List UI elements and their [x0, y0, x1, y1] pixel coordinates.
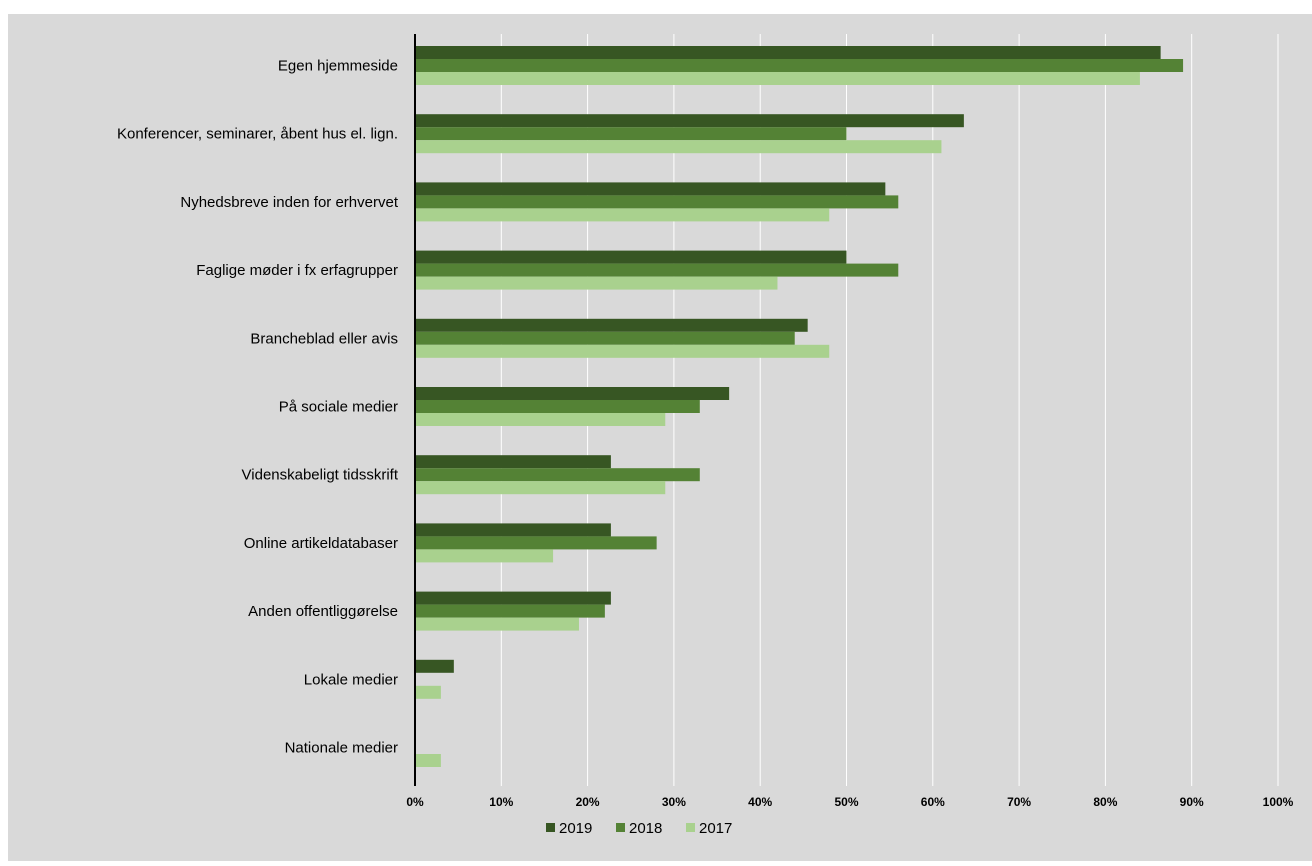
x-tick-label: 100%: [1263, 795, 1294, 809]
bar-2018: [415, 468, 700, 482]
bar-2017: [415, 344, 830, 358]
x-tick-label: 40%: [748, 795, 772, 809]
category-label: Videnskabeligt tidsskrift: [242, 467, 399, 484]
bar-2018: [415, 195, 899, 209]
bars: [415, 46, 1184, 767]
bar-2018: [415, 127, 847, 141]
category-label: På sociale medier: [279, 399, 398, 416]
bar-2018: [415, 400, 700, 413]
bar-2019: [415, 523, 611, 537]
category-label: Egen hjemmeside: [278, 58, 398, 75]
bar-2018: [415, 263, 899, 277]
bar-2019: [415, 591, 611, 605]
x-tick-label: 10%: [489, 795, 513, 809]
bar-2017: [415, 72, 1140, 85]
x-tick-label: 80%: [1093, 795, 1117, 809]
bar-chart: Egen hjemmeside Konferencer, seminarer, å…: [8, 14, 1312, 861]
category-label: Konferencer, seminarer, åbent hus el. li…: [117, 126, 398, 143]
bar-2017: [415, 685, 441, 699]
bar-2019: [415, 182, 886, 196]
x-tick-label: 0%: [406, 795, 424, 809]
bar-2018: [415, 604, 605, 618]
bar-2019: [415, 659, 454, 673]
category-label: Faglige møder i fx erfagrupper: [196, 262, 398, 279]
category-labels: Egen hjemmeside Konferencer, seminarer, å…: [117, 58, 399, 757]
legend-label: 2018: [629, 820, 662, 837]
bar-2019: [415, 387, 730, 400]
bar-2018: [415, 331, 795, 345]
category-label: Online artikeldatabaser: [244, 535, 398, 552]
category-label: Nyhedsbreve inden for erhvervet: [180, 194, 398, 211]
bar-2019: [415, 46, 1161, 59]
bar-2017: [415, 276, 778, 290]
bar-2017: [415, 481, 666, 495]
bar-2019: [415, 318, 808, 332]
chart-container: Egen hjemmeside Konferencer, seminarer, å…: [8, 14, 1312, 861]
legend-label: 2017: [699, 820, 732, 837]
x-tick-label: 90%: [1180, 795, 1204, 809]
legend: 2019 2018 2017: [546, 820, 732, 837]
bar-2017: [415, 754, 441, 767]
legend-swatch: [546, 823, 555, 832]
category-label: Lokale medier: [304, 671, 398, 688]
category-label: Anden offentliggørelse: [248, 603, 398, 620]
bar-2017: [415, 617, 579, 631]
x-tick-label: 30%: [662, 795, 686, 809]
chart-background: [8, 14, 1312, 861]
bar-2019: [415, 250, 847, 264]
x-tick-label: 70%: [1007, 795, 1031, 809]
bar-2017: [415, 140, 942, 154]
bar-2019: [415, 455, 611, 469]
bar-2018: [415, 536, 657, 550]
legend-label: 2019: [559, 820, 592, 837]
bar-2017: [415, 413, 666, 426]
x-tick-labels: 0% 10% 20% 30% 40% 50% 60% 70% 80% 90% 100%: [406, 795, 1293, 809]
bar-2019: [415, 114, 964, 128]
bar-2017: [415, 208, 830, 222]
legend-swatch: [686, 823, 695, 832]
x-tick-label: 60%: [921, 795, 945, 809]
x-tick-label: 50%: [834, 795, 858, 809]
category-label: Nationale medier: [285, 740, 398, 757]
x-tick-label: 20%: [576, 795, 600, 809]
category-label: Brancheblad eller avis: [250, 330, 398, 347]
legend-swatch: [616, 823, 625, 832]
bar-2018: [415, 59, 1184, 72]
bar-2017: [415, 549, 554, 563]
